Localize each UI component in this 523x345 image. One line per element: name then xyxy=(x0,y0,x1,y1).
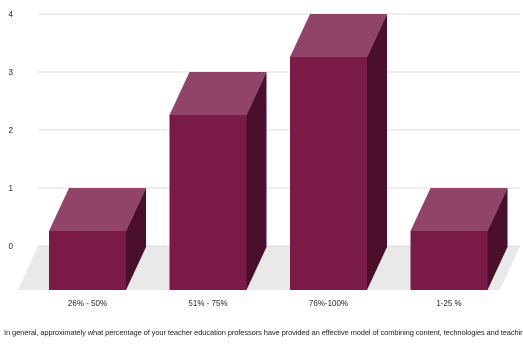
bars xyxy=(49,14,508,290)
bar-front-face xyxy=(49,231,126,290)
chart-floor xyxy=(18,246,520,290)
bar-front-face xyxy=(410,231,488,290)
x-tick-label: 26% - 50% xyxy=(68,299,107,308)
y-tick-label: 0 xyxy=(9,242,14,251)
bar-top-face xyxy=(49,188,146,231)
bar-side-face xyxy=(246,72,267,290)
y-axis-ticks: 0 1 2 3 4 xyxy=(9,10,14,251)
bar-side-face xyxy=(487,188,508,290)
x-tick-label: 76%-100% xyxy=(309,299,348,308)
bar-top-face xyxy=(169,72,267,115)
y-tick-label: 3 xyxy=(9,68,14,77)
bar-top-face xyxy=(290,14,387,57)
bar xyxy=(49,188,146,290)
x-tick-label: 1-25 % xyxy=(436,299,461,308)
bar xyxy=(410,188,508,290)
bar-top-face xyxy=(410,188,508,231)
y-tick-label: 1 xyxy=(9,184,14,193)
y-tick-label: 2 xyxy=(9,126,14,135)
bar-front-face xyxy=(169,115,247,290)
x-axis-label: In general, approximately what percentag… xyxy=(4,328,523,337)
bar-side-face xyxy=(126,188,146,290)
x-tick-label: 51% - 75% xyxy=(188,299,227,308)
x-axis-ticks: 26% - 50% 51% - 75% 76%-100% 1-25 % xyxy=(68,299,462,308)
bar xyxy=(290,14,387,290)
bar-side-face xyxy=(367,14,387,290)
bar-front-face xyxy=(290,57,367,290)
bar xyxy=(169,72,267,290)
y-tick-label: 4 xyxy=(9,10,14,19)
